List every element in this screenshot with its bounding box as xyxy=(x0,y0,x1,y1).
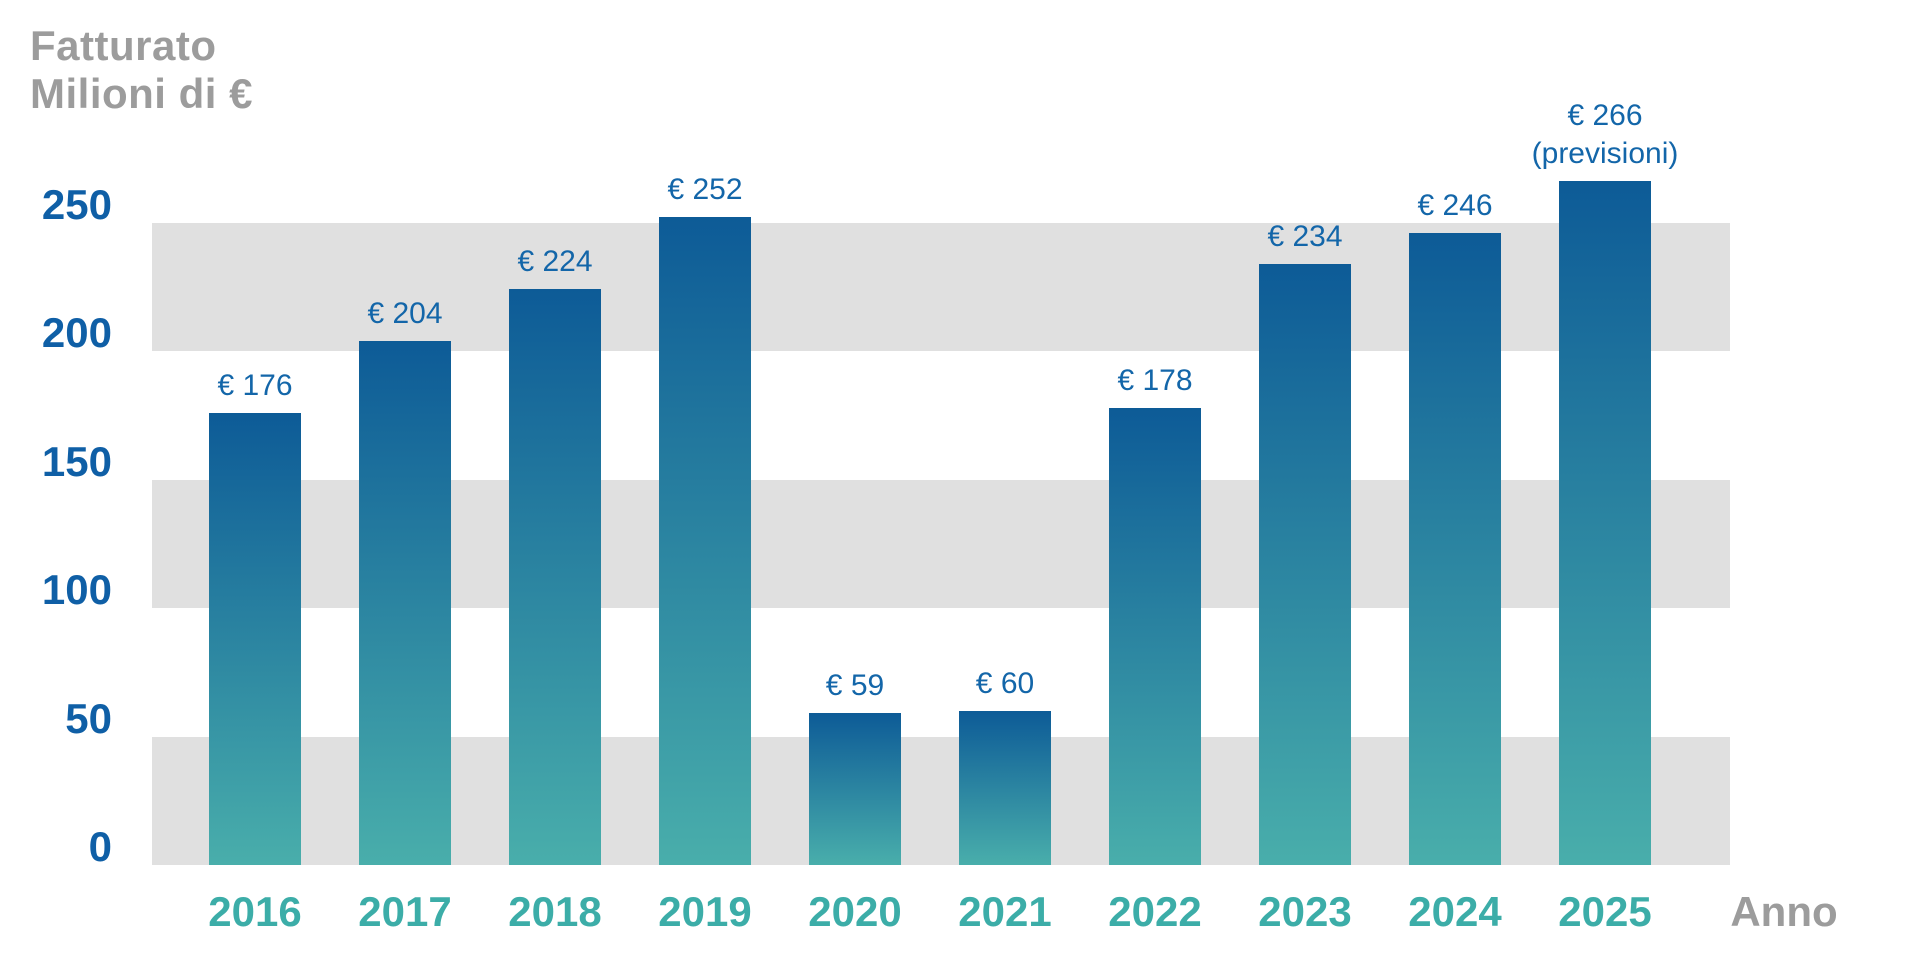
bar-2020 xyxy=(809,713,901,865)
x-tick-label-2018: 2018 xyxy=(508,888,602,935)
bar-forecast-note: (previsioni) xyxy=(1531,137,1679,171)
x-tick-label-2023: 2023 xyxy=(1258,888,1352,935)
x-tick-label-2019: 2019 xyxy=(658,888,752,935)
x-tick-label-2024: 2024 xyxy=(1408,888,1502,935)
bar-2016 xyxy=(209,412,301,865)
y-tick-label-250: 250 xyxy=(41,180,112,228)
y-tick-label-0: 0 xyxy=(88,823,112,870)
y-tick-label-100: 100 xyxy=(41,566,112,613)
bar-value-text: € 224 xyxy=(517,245,593,279)
bar-value-label-2023: € 234 xyxy=(1185,218,1425,256)
x-axis-title: Anno xyxy=(1730,888,1838,935)
y-tick-label-150: 150 xyxy=(41,437,112,485)
bar-value-text: € 266 xyxy=(1567,99,1643,133)
bar-value-text: € 246 xyxy=(1417,188,1493,222)
bar-value-label-2018: € 224 xyxy=(435,243,675,281)
bar-2018 xyxy=(509,289,601,865)
bar-2019 xyxy=(659,217,751,865)
y-axis-title-line-2: Milioni di € xyxy=(30,70,253,117)
y-tick-label-50: 50 xyxy=(65,694,112,742)
x-tick-label-2021: 2021 xyxy=(958,888,1052,935)
bar-value-text: € 234 xyxy=(1267,219,1343,253)
bar-2021 xyxy=(959,710,1051,865)
bar-value-label-2024: € 246 xyxy=(1335,187,1575,225)
bar-2017 xyxy=(359,340,451,865)
bar-value-label-2020: € 59 xyxy=(735,667,975,705)
x-tick-label-2017: 2017 xyxy=(358,888,452,935)
bar-value-text: € 59 xyxy=(825,669,885,703)
x-tick-label-2022: 2022 xyxy=(1108,888,1202,935)
x-tick-label-2016: 2016 xyxy=(208,888,302,935)
bar-value-label-2019: € 252 xyxy=(585,171,825,209)
bar-value-text: € 204 xyxy=(367,296,443,330)
bar-value-label-2022: € 178 xyxy=(1035,362,1275,400)
y-tick-label-200: 200 xyxy=(41,309,112,356)
bar-2024 xyxy=(1409,232,1501,865)
bar-value-label-2021: € 60 xyxy=(885,665,1125,703)
bar-value-label-2025: € 266 (previsioni) xyxy=(1485,97,1725,173)
x-tick-label-2025: 2025 xyxy=(1558,888,1652,935)
bar-value-label-2017: € 204 xyxy=(285,295,525,333)
bar-2022 xyxy=(1109,407,1201,865)
y-axis-title-line-1: Fatturato xyxy=(30,22,217,69)
x-tick-label-2020: 2020 xyxy=(808,888,902,935)
bar-2025 xyxy=(1559,181,1651,865)
bar-2023 xyxy=(1259,263,1351,865)
bar-value-label-2016: € 176 xyxy=(135,367,375,405)
bar-value-text: € 176 xyxy=(217,368,293,402)
y-axis-title: Fatturato Milioni di € xyxy=(30,22,253,118)
bar-value-text: € 178 xyxy=(1117,363,1193,397)
bar-value-text: € 252 xyxy=(667,173,743,207)
bar-value-text: € 60 xyxy=(975,666,1035,700)
